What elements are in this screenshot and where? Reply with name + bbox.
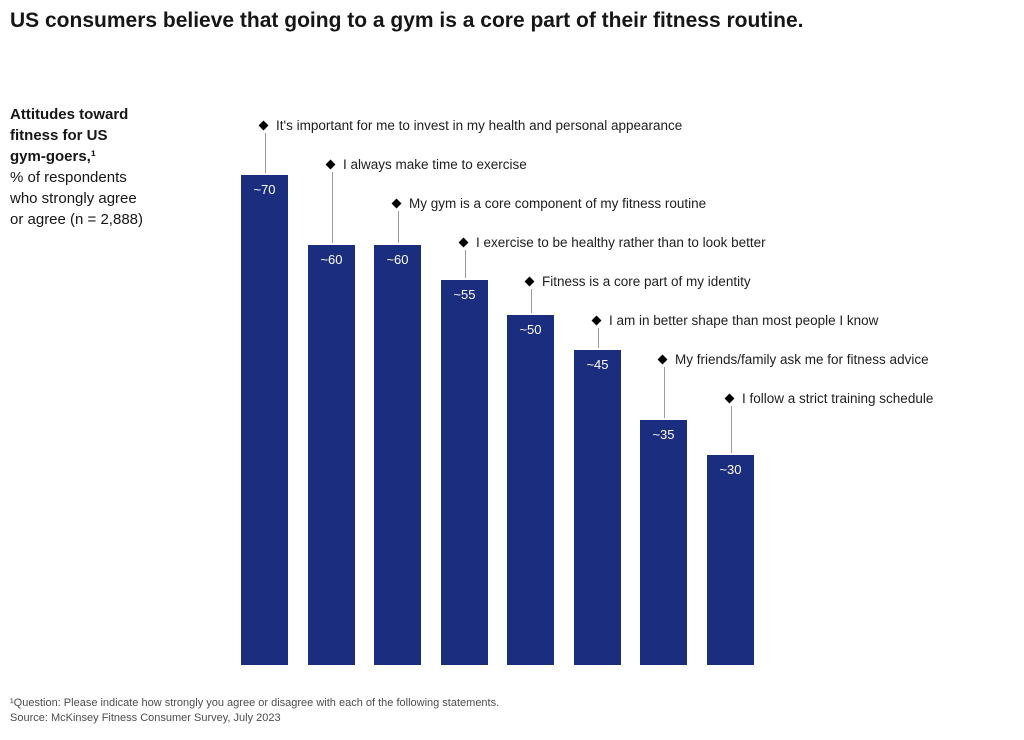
annotation-5: Fitness is a core part of my identity [524,274,751,290]
annotation-label: I always make time to exercise [343,157,527,172]
page-title: US consumers believe that going to a gym… [10,9,804,32]
bar-6: ~45 [574,350,621,665]
chart-subtitle: Attitudes toward fitness for US gym-goer… [10,104,220,230]
annotation-label: My friends/family ask me for fitness adv… [675,352,929,367]
connector-line [531,289,532,313]
annotation-label: I exercise to be healthy rather than to … [476,235,766,250]
bar-value-label: ~70 [253,182,276,197]
footnote-question: ¹Question: Please indicate how strongly … [10,697,500,709]
footnotes: ¹Question: Please indicate how strongly … [10,696,499,726]
subtitle-line: % of respondents [10,169,127,186]
connector-line [465,250,466,278]
annotation-4: I exercise to be healthy rather than to … [458,235,766,251]
connector-line [332,172,333,243]
subtitle-line-bold: Attitudes toward [10,106,129,123]
connector-line [265,133,266,173]
connector-line [598,328,599,348]
bar-value-label: ~50 [519,322,542,337]
connector-line [398,211,399,243]
bar-5: ~50 [507,315,554,665]
bar-3: ~60 [374,245,421,665]
annotation-label: I am in better shape than most people I … [609,313,879,328]
annotation-6: I am in better shape than most people I … [591,313,879,329]
diamond-icon [524,276,535,287]
subtitle-line: or agree (n = 2,888) [10,211,144,228]
diamond-icon [724,393,735,404]
footnote-source: Source: McKinsey Fitness Consumer Survey… [10,711,281,724]
diamond-icon [591,315,602,326]
bar-value-label: ~45 [586,357,609,372]
diamond-icon [458,237,469,248]
diamond-icon [391,198,402,209]
bar-8: ~30 [707,455,754,665]
connector-line [664,367,665,418]
bar-1: ~70 [241,175,288,665]
diamond-icon [657,354,668,365]
bar-value-label: ~60 [386,252,409,267]
annotation-label: I follow a strict training schedule [742,391,934,406]
subtitle-line-bold: fitness for US [10,127,108,144]
annotation-label: My gym is a core component of my fitness… [409,196,707,211]
annotation-1: It's important for me to invest in my he… [258,118,683,134]
bar-value-label: ~30 [719,462,742,477]
annotation-8: I follow a strict training schedule [724,391,934,407]
bar-value-label: ~35 [652,427,675,442]
diamond-icon [258,120,269,131]
bar-2: ~60 [308,245,355,665]
annotation-2: I always make time to exercise [325,157,527,173]
annotation-7: My friends/family ask me for fitness adv… [657,352,929,368]
bar-value-label: ~55 [453,287,476,302]
annotation-label: It's important for me to invest in my he… [276,118,683,133]
bar-4: ~55 [441,280,488,665]
subtitle-line: who strongly agree [10,190,137,207]
bar-7: ~35 [640,420,687,665]
annotation-label: Fitness is a core part of my identity [542,274,751,289]
connector-line [731,406,732,453]
annotation-3: My gym is a core component of my fitness… [391,196,707,212]
diamond-icon [325,159,336,170]
bar-value-label: ~60 [320,252,343,267]
subtitle-line-bold: gym-goers,¹ [10,148,96,165]
